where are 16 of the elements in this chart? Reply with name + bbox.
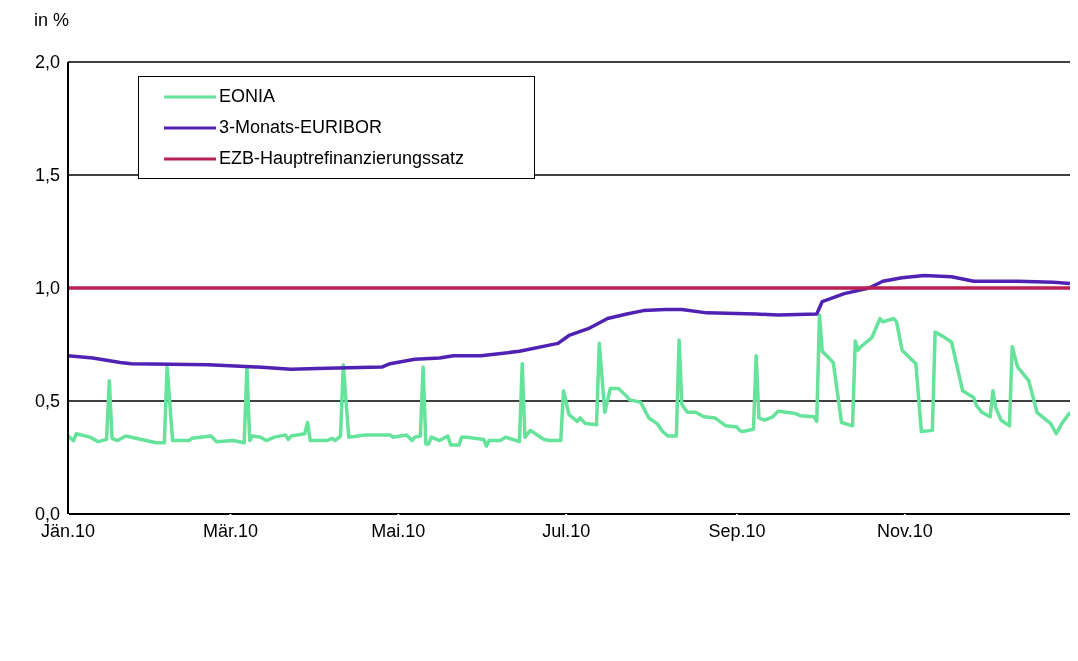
line-series xyxy=(68,273,1070,372)
y-tick-label: 0,5 xyxy=(34,391,60,412)
legend-label: EONIA xyxy=(219,86,276,107)
y-axis-title: in % xyxy=(34,10,70,31)
y-tick-label: 0,0 xyxy=(34,504,60,525)
x-tick-label: Mär.10 xyxy=(202,520,258,541)
legend-label: 3-Monats-EURIBOR xyxy=(219,117,383,138)
x-tick-label: Sep.10 xyxy=(708,520,766,541)
y-tick-label: 2,0 xyxy=(34,52,60,73)
x-tick-label: Jul.10 xyxy=(542,520,591,541)
x-tick-label: Mai.10 xyxy=(371,520,426,541)
y-tick-label: 1,5 xyxy=(34,165,60,186)
line-series xyxy=(68,313,1070,448)
y-tick-label: 1,0 xyxy=(34,278,60,299)
legend-label: EZB-Hauptrefinanzierungssatz xyxy=(219,148,465,169)
x-tick-label: Nov.10 xyxy=(876,520,933,541)
